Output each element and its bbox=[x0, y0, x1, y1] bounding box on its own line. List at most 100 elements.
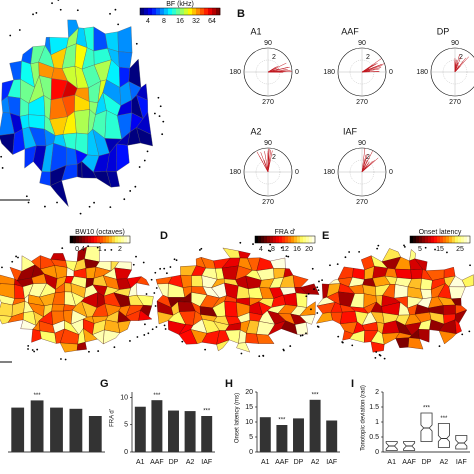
y-tick-label: 1.5 bbox=[369, 404, 379, 411]
cell bbox=[106, 170, 120, 188]
bar bbox=[69, 408, 83, 452]
colorbar-step bbox=[446, 236, 450, 243]
x-tick-label: A1 bbox=[136, 459, 145, 466]
colorbar-step bbox=[109, 236, 113, 243]
polar-vector bbox=[361, 148, 366, 173]
cell bbox=[300, 283, 320, 295]
cell bbox=[64, 282, 72, 293]
polar-angle-label: 180 bbox=[229, 169, 241, 176]
site-dot bbox=[163, 267, 166, 270]
colorbar-tick-label: 4 bbox=[259, 246, 263, 253]
colorbar-step bbox=[306, 236, 310, 243]
bar bbox=[88, 416, 102, 452]
site-dot bbox=[317, 289, 320, 291]
cell bbox=[76, 341, 87, 351]
site-dot bbox=[316, 312, 319, 314]
site-dot bbox=[157, 96, 160, 99]
polar-radius-label: 2 bbox=[366, 154, 370, 161]
site-dot bbox=[175, 259, 178, 262]
panel-label: B bbox=[237, 8, 245, 20]
site-dot bbox=[123, 198, 126, 201]
colorbar-tick-label: 0.4 bbox=[75, 246, 85, 253]
polar-vector bbox=[361, 159, 368, 173]
cell bbox=[39, 171, 51, 186]
cell bbox=[103, 329, 121, 345]
cell bbox=[294, 322, 309, 335]
site-dot bbox=[151, 328, 154, 331]
colorbar-step bbox=[255, 236, 259, 243]
colorbar-step bbox=[303, 236, 307, 243]
significance-label: *** bbox=[34, 393, 42, 399]
site-dot bbox=[258, 355, 261, 358]
site-dot bbox=[59, 8, 62, 11]
colorbar-step bbox=[188, 8, 193, 15]
y-tick-label: 2 bbox=[375, 389, 379, 396]
colorbar-step bbox=[70, 236, 74, 243]
y-tick-label: 5 bbox=[124, 422, 128, 429]
colorbar-step bbox=[212, 8, 217, 15]
polar-angle-label: 0 bbox=[389, 169, 393, 176]
cell bbox=[0, 302, 13, 317]
colorbar-tick-label: 2 bbox=[118, 246, 122, 253]
significance-label: *** bbox=[312, 392, 320, 398]
site-dot bbox=[9, 34, 12, 37]
polar-angle-label: 90 bbox=[358, 140, 366, 147]
polar-vector bbox=[267, 157, 271, 173]
colorbar-step bbox=[449, 236, 453, 243]
polar-vector bbox=[361, 157, 379, 173]
colorbar-tick-label: 8 bbox=[162, 18, 166, 25]
site-dot bbox=[310, 308, 312, 311]
site-dot bbox=[267, 249, 270, 252]
x-tick-label: AAF bbox=[275, 459, 289, 466]
cell bbox=[74, 109, 90, 135]
colorbar-step bbox=[118, 236, 122, 243]
site-dot bbox=[153, 112, 156, 115]
polar-angle-label: 180 bbox=[416, 69, 428, 76]
x-tick-label: AAF bbox=[150, 459, 164, 466]
polar-angle-label: 0 bbox=[295, 169, 299, 176]
colorbar-step bbox=[425, 236, 429, 243]
y-axis-label: Onset latency (ms) bbox=[235, 393, 241, 443]
site-dot bbox=[56, 201, 58, 204]
colorbar-tick-label: 16 bbox=[176, 18, 184, 25]
polar-vector bbox=[256, 151, 269, 173]
site-dot bbox=[31, 349, 34, 351]
site-dot bbox=[269, 243, 272, 246]
polar-angle-label: 270 bbox=[356, 199, 368, 206]
cell bbox=[224, 301, 238, 318]
colorbar-step bbox=[73, 236, 77, 243]
colorbar-step bbox=[192, 8, 197, 15]
colorbar-step bbox=[297, 236, 301, 243]
colorbar-step bbox=[267, 236, 271, 243]
x-tick-label: A2 bbox=[186, 459, 195, 466]
colorbar-step bbox=[208, 8, 213, 15]
cell bbox=[395, 337, 410, 348]
site-dot bbox=[162, 120, 165, 123]
site-dot bbox=[129, 340, 131, 342]
cell bbox=[76, 161, 83, 179]
colorbar-step bbox=[164, 8, 169, 15]
panel-label: H bbox=[225, 378, 233, 390]
site-dot bbox=[154, 305, 157, 307]
x-tick-label: A2 bbox=[440, 459, 449, 466]
colorbar-step bbox=[467, 236, 471, 243]
cell bbox=[339, 311, 358, 325]
colorbar-step bbox=[443, 236, 447, 243]
cell-map bbox=[145, 241, 324, 358]
colorbar-step bbox=[413, 236, 417, 243]
site-dot bbox=[15, 255, 17, 258]
site-dot bbox=[57, 0, 60, 1]
colorbar-step bbox=[112, 236, 116, 243]
bar bbox=[134, 406, 146, 452]
colorbar-step bbox=[455, 236, 459, 243]
colorbar-step bbox=[279, 236, 283, 243]
colorbar-step bbox=[172, 8, 177, 15]
polar-angle-label: 180 bbox=[229, 69, 241, 76]
polar-vector bbox=[267, 66, 290, 73]
site-dot bbox=[11, 260, 14, 263]
y-tick-label: 10 bbox=[120, 394, 128, 401]
site-dot bbox=[155, 326, 158, 328]
site-dot bbox=[252, 243, 254, 245]
cell-map bbox=[0, 241, 165, 361]
bar bbox=[50, 407, 63, 452]
